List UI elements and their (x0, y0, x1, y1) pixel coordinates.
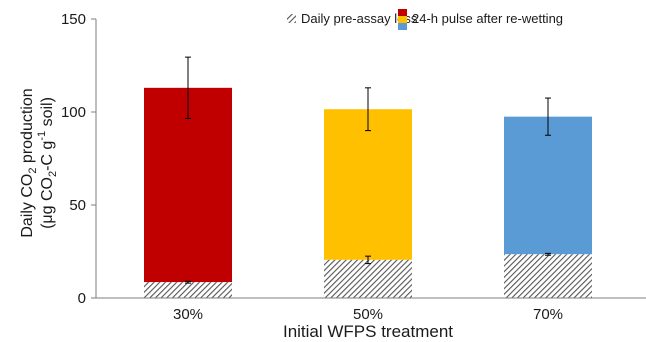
y-title-line1-sub: 2 (27, 168, 39, 174)
legend: Daily pre-assay loss 24-h pulse after re… (287, 9, 563, 30)
y-title-line2-b: -C g (39, 141, 56, 171)
bars (144, 56, 592, 298)
x-tick-label: 70% (533, 306, 563, 323)
y-tick-label: 0 (78, 290, 86, 307)
y-axis-title: Daily CO2 production (μg CO2-C g-1 soil) (19, 88, 59, 237)
y-tick-label: 50 (69, 197, 86, 214)
x-tick-label: 30% (173, 306, 203, 323)
bar-pulse (144, 87, 232, 283)
y-title-line2-a: (μg CO (39, 177, 56, 229)
y-title-line1-after: production (19, 88, 36, 167)
y-axis-ticks (91, 18, 96, 299)
legend-label-pulse: 24-h pulse after re-wetting (412, 11, 563, 26)
bar-pulse (324, 109, 412, 260)
x-tick-label: 50% (353, 306, 383, 323)
y-tick-label: 150 (61, 11, 86, 28)
x-axis-title: Initial WFPS treatment (283, 322, 453, 341)
y-tick-labels: 0 50 100 150 (61, 11, 86, 307)
y-title-line1-main: Daily CO (19, 174, 36, 238)
y-title-line2-sup: -1 (36, 131, 48, 141)
bar-preassay (144, 282, 232, 298)
y-title-line2-sub: 2 (47, 171, 59, 177)
bar-preassay (324, 259, 412, 298)
legend-swatch-pulse-orange (398, 16, 407, 23)
legend-label-preassay: Daily pre-assay loss (301, 11, 418, 26)
y-title-line2-c: soil) (39, 97, 56, 131)
svg-text:(μg CO2-C g-1 soil): (μg CO2-C g-1 soil) (36, 97, 59, 229)
legend-swatch-pulse-red (398, 9, 407, 16)
legend-swatch-preassay (287, 14, 296, 23)
bar-pulse (504, 116, 592, 255)
svg-text:Daily CO2 production: Daily CO2 production (19, 88, 39, 237)
x-tick-labels: 30% 50% 70% (173, 306, 563, 323)
bar-preassay (504, 254, 592, 298)
y-tick-label: 100 (61, 104, 86, 121)
legend-swatch-pulse-blue (398, 23, 407, 30)
